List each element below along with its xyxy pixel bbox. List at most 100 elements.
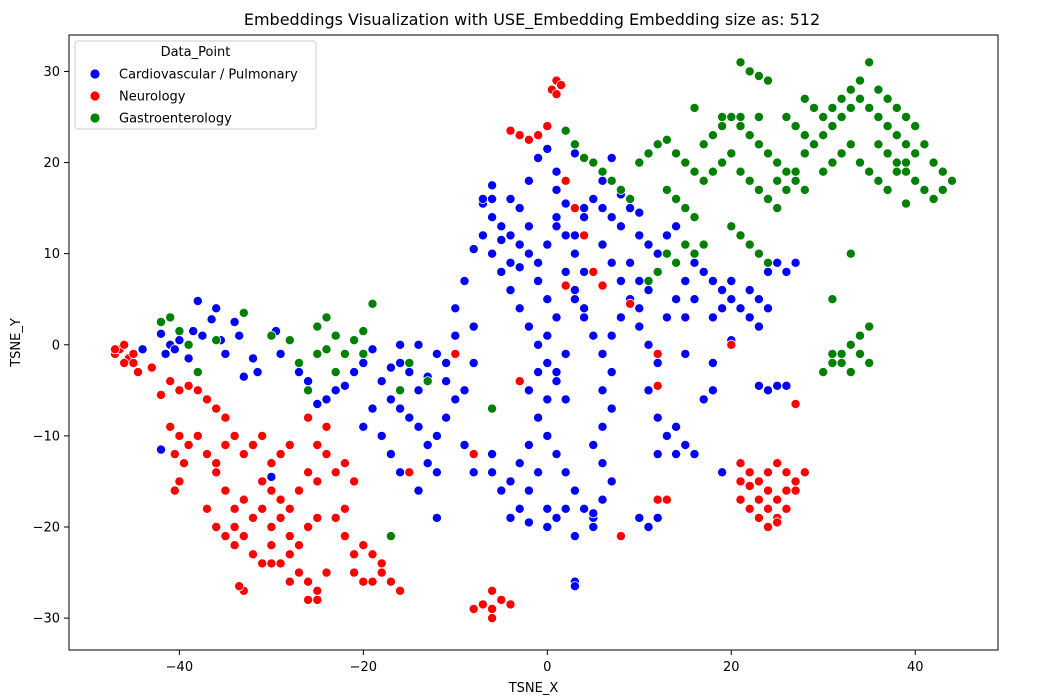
data-point	[763, 522, 774, 533]
data-point	[542, 503, 553, 514]
data-point	[901, 166, 912, 177]
data-point	[763, 257, 774, 268]
data-point	[220, 348, 231, 359]
data-point	[192, 385, 203, 396]
y-tick-label: −20	[33, 521, 60, 536]
data-point	[321, 567, 332, 578]
data-point	[772, 257, 783, 268]
data-point	[192, 430, 203, 441]
data-point	[487, 180, 498, 191]
data-point	[229, 316, 240, 327]
data-point	[211, 303, 222, 314]
x-axis-ticks: −40 −20 0 20 40	[166, 650, 923, 675]
data-point	[349, 567, 360, 578]
data-point	[523, 221, 534, 232]
data-point	[735, 112, 746, 123]
data-point	[606, 152, 617, 163]
data-point	[698, 239, 709, 250]
data-point	[330, 367, 341, 378]
data-point	[339, 531, 350, 542]
data-point	[275, 449, 286, 460]
data-point	[395, 403, 406, 414]
data-point	[652, 266, 663, 277]
data-point	[781, 485, 792, 496]
data-point	[790, 175, 801, 186]
data-point	[597, 421, 608, 432]
data-point	[119, 357, 130, 368]
data-point	[569, 485, 580, 496]
data-point	[252, 367, 263, 378]
data-point	[312, 594, 323, 605]
data-point	[234, 330, 245, 341]
data-point	[441, 376, 452, 387]
data-point	[505, 230, 516, 241]
data-point	[257, 503, 268, 514]
data-point	[827, 357, 838, 368]
data-point	[901, 198, 912, 209]
data-point	[551, 89, 562, 100]
data-point	[431, 467, 442, 478]
data-point	[358, 357, 369, 368]
data-point	[303, 594, 314, 605]
data-point	[753, 139, 764, 150]
data-point	[303, 412, 314, 423]
data-point	[468, 321, 479, 332]
data-point	[293, 367, 304, 378]
data-point	[533, 367, 544, 378]
data-point	[220, 439, 231, 450]
data-point	[717, 285, 728, 296]
data-point	[160, 348, 171, 359]
data-point	[845, 367, 856, 378]
data-point	[533, 275, 544, 286]
data-point	[781, 166, 792, 177]
legend-title: Data_Point	[161, 45, 231, 60]
data-point	[450, 330, 461, 341]
data-point	[487, 403, 498, 414]
data-point	[855, 330, 866, 341]
data-point	[588, 157, 599, 168]
data-point	[882, 93, 893, 104]
data-point	[496, 485, 507, 496]
data-point	[183, 439, 194, 450]
data-point	[781, 467, 792, 478]
data-point	[744, 285, 755, 296]
data-point	[579, 152, 590, 163]
data-point	[358, 576, 369, 587]
data-point	[680, 157, 691, 168]
data-point	[514, 262, 525, 273]
data-point	[155, 328, 166, 339]
data-point	[652, 412, 663, 423]
data-point	[192, 367, 203, 378]
data-point	[671, 421, 682, 432]
data-point	[413, 339, 424, 350]
data-point	[763, 303, 774, 314]
data-point	[551, 449, 562, 460]
data-point	[799, 130, 810, 141]
data-point	[468, 357, 479, 368]
data-point	[744, 239, 755, 250]
data-point	[560, 266, 571, 277]
data-point	[137, 344, 148, 355]
data-point	[781, 266, 792, 277]
data-point	[431, 512, 442, 523]
data-point	[551, 184, 562, 195]
data-point	[505, 285, 516, 296]
data-point	[588, 508, 599, 519]
data-point	[597, 494, 608, 505]
data-point	[560, 280, 571, 291]
data-point	[790, 121, 801, 132]
data-point	[128, 348, 139, 359]
data-point	[321, 449, 332, 460]
data-point	[238, 449, 249, 460]
data-point	[827, 294, 838, 305]
data-point	[615, 531, 626, 542]
data-point	[680, 239, 691, 250]
data-point	[864, 57, 875, 68]
data-point	[717, 112, 728, 123]
data-point	[753, 321, 764, 332]
data-point	[809, 102, 820, 113]
data-point	[910, 148, 921, 159]
data-point	[413, 385, 424, 396]
data-point	[477, 599, 488, 610]
data-point	[845, 248, 856, 259]
